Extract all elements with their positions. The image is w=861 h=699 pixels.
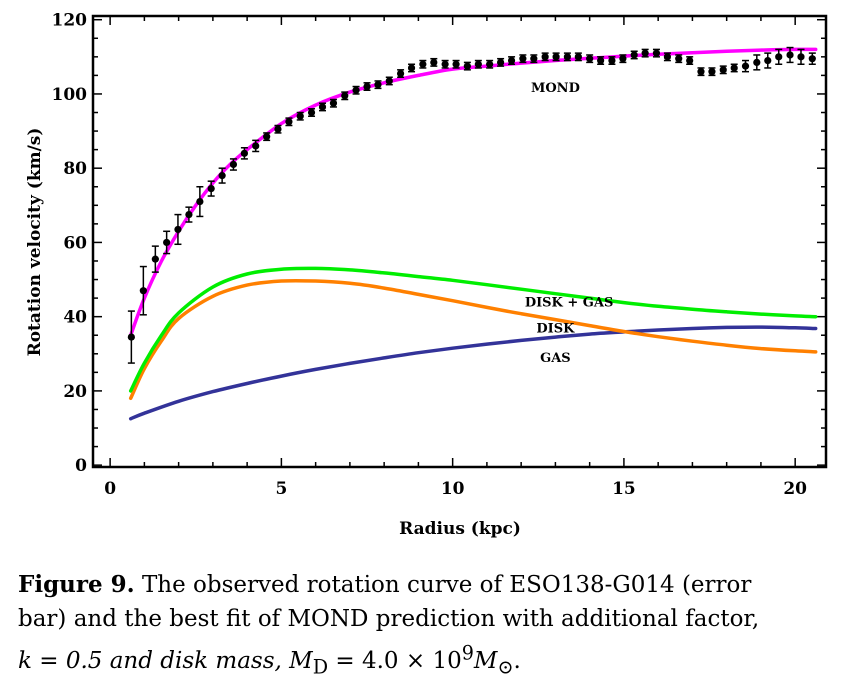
data-point <box>430 58 438 66</box>
data-point <box>541 53 549 61</box>
figure-caption: Figure 9. The observed rotation curve of… <box>18 568 818 684</box>
disk-curve <box>128 278 818 401</box>
x-tick-label: 10 <box>441 479 465 499</box>
data-point <box>563 53 571 61</box>
data-point <box>296 112 304 120</box>
data-point <box>786 51 794 59</box>
data-point <box>719 66 727 74</box>
data-point <box>274 125 282 133</box>
data-point <box>329 99 338 107</box>
data-point <box>163 238 171 247</box>
caption-period: . <box>513 647 521 674</box>
data-point <box>185 210 193 219</box>
data-point <box>441 60 449 68</box>
data-point <box>196 197 204 206</box>
data-point <box>341 92 349 100</box>
data-point <box>463 62 471 70</box>
data-point <box>775 53 783 61</box>
data-point <box>374 81 382 89</box>
data-point <box>419 60 427 68</box>
y-tick-label: 0 <box>75 456 87 476</box>
data-point <box>507 56 516 65</box>
caption-mid: = 4.0 × 10 <box>328 647 462 674</box>
data-point <box>151 255 159 263</box>
data-point <box>139 287 147 295</box>
data-point <box>252 142 260 150</box>
data-point <box>240 149 248 157</box>
mond-curve <box>128 47 818 337</box>
data-point <box>218 172 226 180</box>
data-point <box>396 69 405 78</box>
data-point <box>586 55 594 63</box>
y-tick-label: 80 <box>63 159 87 179</box>
plot-frame <box>91 14 828 469</box>
caption-sub-d: D <box>312 655 329 679</box>
y-tick-label: 40 <box>63 308 87 328</box>
data-point <box>686 56 694 65</box>
data-point <box>597 56 605 65</box>
y-tick-label: 120 <box>52 11 88 31</box>
gas-curve <box>128 325 818 421</box>
y-tick-label: 100 <box>52 85 88 105</box>
data-point <box>385 77 393 85</box>
data-point <box>174 225 182 234</box>
data-point <box>285 118 293 126</box>
data-point <box>652 49 661 57</box>
data-point <box>608 56 616 65</box>
x-tick-label: 20 <box>783 479 807 499</box>
data-point <box>675 55 683 63</box>
data-point <box>497 58 505 66</box>
data-point <box>352 86 360 94</box>
data-point <box>207 185 215 193</box>
caption-line-1: The observed rotation curve of ESO138-G0… <box>141 572 752 598</box>
y-tick-label: 20 <box>63 382 87 402</box>
data-point <box>619 55 627 63</box>
data-point <box>318 103 327 111</box>
caption-line-2: bar) and the best fit of MOND prediction… <box>18 606 760 632</box>
data-point <box>307 108 316 117</box>
series-annotation: DISK + GAS <box>525 295 614 310</box>
data-point <box>697 68 705 76</box>
data-point <box>407 64 416 72</box>
data-point <box>753 58 761 66</box>
data-point <box>127 333 135 341</box>
data-point <box>229 160 238 169</box>
y-axis-title: Rotation velocity (km/s) <box>25 128 45 357</box>
data-point <box>663 53 672 61</box>
data-point <box>630 51 638 59</box>
figure-label: Figure 9. <box>18 571 135 598</box>
disk-gas-curve <box>128 266 818 393</box>
data-point <box>797 53 805 61</box>
data-point <box>486 60 494 68</box>
data-point <box>263 133 271 141</box>
data-point <box>530 55 538 63</box>
series-annotation: GAS <box>540 351 571 366</box>
data-point <box>363 82 371 91</box>
rotation-curve-chart: 0 5 10 15 20 0 20 40 60 80 100 120 MOND DISK + GAS DIS… <box>25 11 828 539</box>
data-point <box>730 64 738 72</box>
data-point <box>808 55 816 63</box>
data-point <box>574 53 582 61</box>
y-tick-label: 60 <box>63 233 87 253</box>
data-point <box>552 53 560 61</box>
x-tick-label: 0 <box>104 479 116 499</box>
data-point <box>519 55 527 63</box>
data-point <box>708 68 716 76</box>
plot-area: 0 5 10 15 20 0 20 40 60 80 100 120 MOND DISK + GAS DIS… <box>52 11 828 499</box>
caption-m: M <box>473 647 498 674</box>
data-point <box>641 49 649 57</box>
x-tick-label: 15 <box>612 479 636 499</box>
caption-sup: 9 <box>461 641 474 664</box>
data-point <box>474 60 482 68</box>
caption-line-3: k = 0.5 and disk mass, MD = 4.0 × 109M⊙. <box>18 641 521 678</box>
data-point <box>452 60 460 68</box>
caption-line-3-start: k = 0.5 and disk mass, M <box>18 647 313 674</box>
x-tick-label: 5 <box>275 479 287 499</box>
data-point <box>741 62 750 70</box>
data-point <box>764 56 772 65</box>
series-annotation: DISK <box>536 321 575 336</box>
series-annotation: MOND <box>531 81 580 96</box>
caption-sun: ⊙ <box>497 655 514 679</box>
x-axis-title: Radius (kpc) <box>399 519 521 539</box>
